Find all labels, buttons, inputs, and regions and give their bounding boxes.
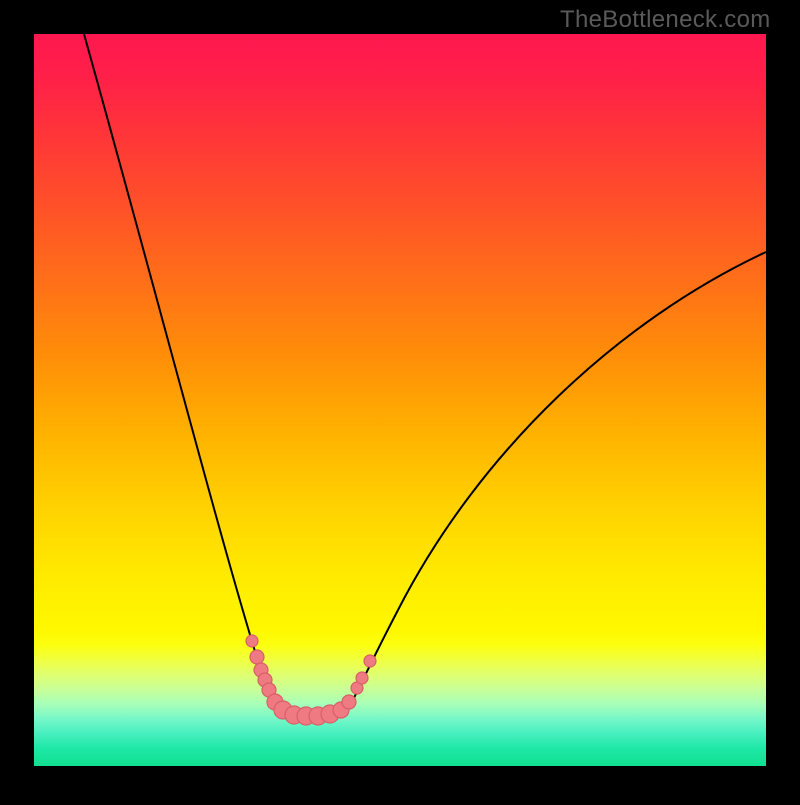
marker-point <box>250 650 264 664</box>
plot-background <box>34 34 766 766</box>
watermark-text: TheBottleneck.com <box>560 6 771 34</box>
plot-svg <box>0 0 800 800</box>
marker-point <box>364 655 376 667</box>
marker-point <box>356 672 368 684</box>
marker-point <box>246 635 258 647</box>
chart-canvas: TheBottleneck.com <box>0 0 800 800</box>
marker-point <box>342 695 356 709</box>
